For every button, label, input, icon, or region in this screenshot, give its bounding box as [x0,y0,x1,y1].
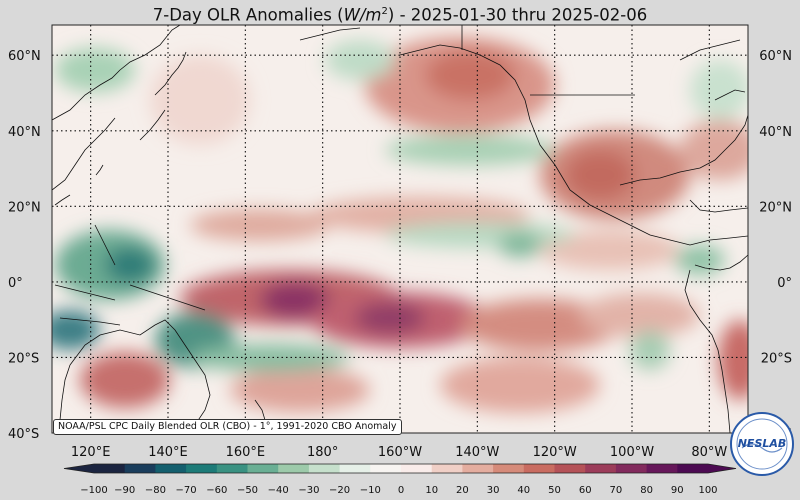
lon-label: 100°W [610,445,654,460]
colorbar-segment [216,464,248,473]
colorbar-tick-label: 90 [671,485,684,496]
colorbar-tick-label: −30 [298,485,319,496]
colorbar-tick-label: −60 [206,485,227,496]
lon-label: 160°W [378,445,422,460]
lat-label-right: 60°N [759,49,792,64]
colorbar-tick-label: −90 [114,485,135,496]
lon-label: 140°E [148,445,188,460]
colorbar-segment [462,464,494,473]
lab-logo-text: NESLAB [738,437,787,450]
colorbar-tick-label: 40 [517,485,530,496]
lat-label-right: 20°N [759,200,792,215]
colorbar [63,463,737,474]
lat-label-left: 40°S [8,427,39,442]
colorbar-tick-label: 20 [456,485,469,496]
colorbar-segment [646,464,678,473]
colorbar-extend-low [64,464,95,473]
colorbar-tick-label: 70 [610,485,623,496]
colorbar-segment [554,464,586,473]
lat-label-left: 40°N [8,125,41,140]
colorbar-tick-label: −70 [176,485,197,496]
lab-logo-wave [741,443,783,453]
colorbar-segment [124,464,156,473]
colorbar-tick-label: 80 [640,485,653,496]
lab-logo-circle [730,412,794,476]
map-plot-area [52,25,748,433]
lat-label-left: 0° [8,276,23,291]
colorbar-segment [278,464,310,473]
map-gridlines [52,25,748,433]
lon-label: 80°W [691,445,727,460]
colorbar-tick-labels: −100 −90 −80 −70 −60 −50 −40 −30 −20 −10 0 10 20 30 40… [80,485,717,496]
colorbar-segment [677,464,709,473]
lat-label-right: 20°S [761,351,792,366]
latitude-labels-right: 60°N40°N20°N0°20°S40°S [759,49,792,442]
colorbar-segment [401,464,433,473]
colorbar-segment [585,464,617,473]
colorbar-tick-label: −50 [237,485,258,496]
colorbar-segment [493,464,525,473]
lon-label: 140°W [455,445,499,460]
colorbar-segment [308,464,341,473]
colorbar-segment [186,464,218,473]
colorbar-segment [370,464,402,473]
lat-label-left: 60°N [8,49,41,64]
colorbar-segment [339,464,371,473]
lab-logo: NESLAB [730,412,794,476]
colorbar-segment [94,464,126,473]
lon-label: 120°E [71,445,111,460]
lon-label: 180° [307,445,338,460]
colorbar-tick-label: 30 [487,485,500,496]
colorbar-segment [523,464,555,473]
page-title: 7-Day OLR Anomalies (W/m2) - 2025-01-30 … [152,5,648,25]
colorbar-tick-label: −40 [268,485,289,496]
colorbar-tick-label: 100 [698,485,717,496]
colorbar-tick-label: −20 [329,485,350,496]
colorbar-segment [615,464,648,473]
colorbar-tick-label: 10 [425,485,438,496]
colorbar-tick-label: −10 [360,485,381,496]
lat-label-right: 40°N [759,125,792,140]
colorbar-segment [155,464,187,473]
colorbar-tick-label: −80 [145,485,166,496]
colorbar-tick-label: 0 [398,485,404,496]
latitude-labels-left: 60°N 40°N 20°N 0° 20°S 40°S [8,49,41,442]
longitude-labels: 120°E 140°E 160°E 180° 160°W 140°W 120°W 100°W 8… [71,445,728,460]
lon-label: 160°E [226,445,266,460]
lat-label-right: 0° [777,276,792,291]
lab-logo-ring [736,418,788,470]
lat-label-left: 20°S [8,351,39,366]
colorbar-tick-label: 50 [548,485,561,496]
colorbar-outline [63,463,737,474]
colorbar-tick-label: 60 [579,485,592,496]
colorbar-segment [247,464,279,473]
lat-label-left: 20°N [8,200,41,215]
data-source-credit: NOAA/PSL CPC Daily Blended OLR (CBO) - 1… [53,419,402,435]
colorbar-tick-label: −100 [80,485,107,496]
lon-label: 120°W [533,445,577,460]
colorbar-segment [431,464,463,473]
colorbar-extend-high [707,464,736,473]
